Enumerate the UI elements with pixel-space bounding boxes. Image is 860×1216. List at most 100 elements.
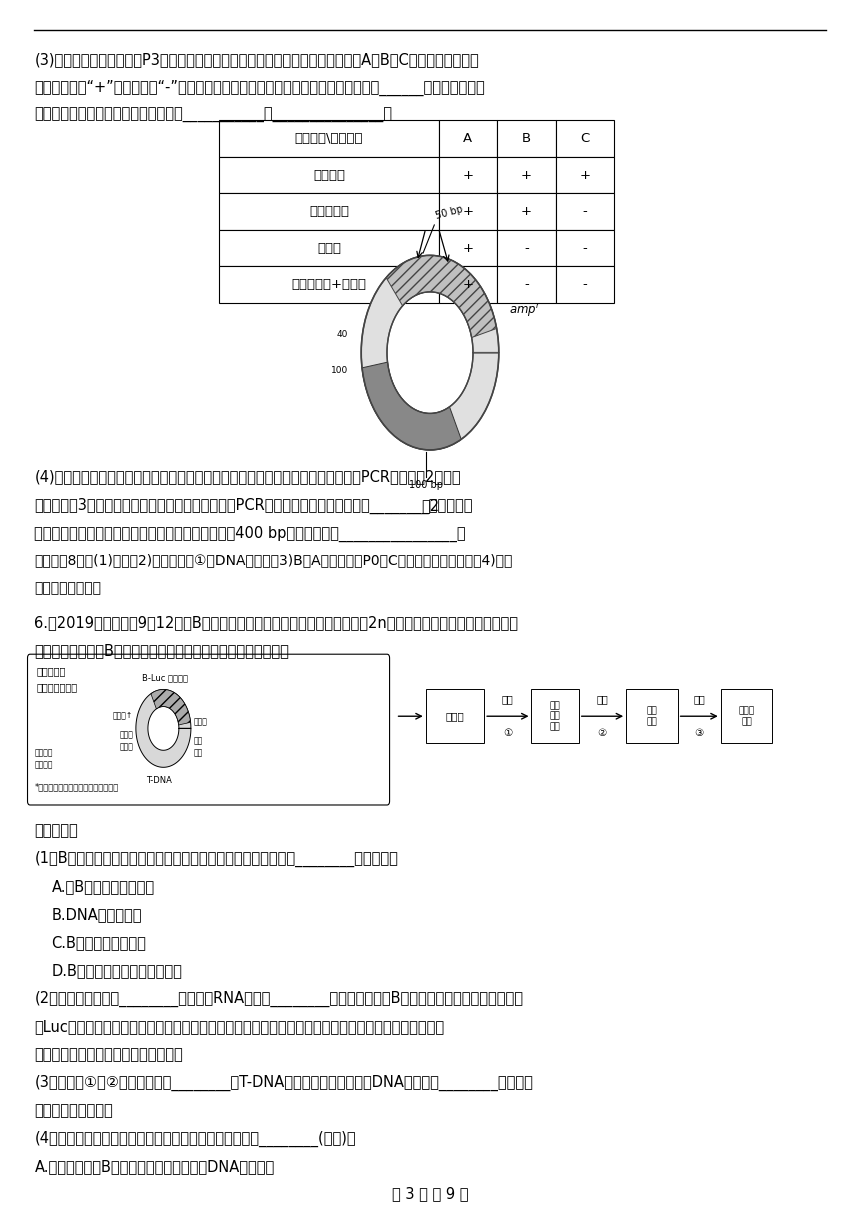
Bar [219, 157, 439, 193]
Text: +: + [521, 206, 531, 218]
Text: 100: 100 [331, 366, 348, 376]
Text: C.B基因发生基因突变: C.B基因发生基因突变 [52, 935, 146, 950]
Text: B.DNA聚合酶失活: B.DNA聚合酶失活 [52, 907, 142, 922]
Bar [439, 157, 497, 193]
Text: ②: ② [598, 728, 606, 738]
Bar [219, 120, 439, 157]
Bar [219, 266, 439, 303]
Text: (3)为筛选出含有重组质粒P3的菌落，采用含有不同抗生素的平板进行筛选，得到A、B、C三类菌落，其生长: (3)为筛选出含有重组质粒P3的菌落，采用含有不同抗生素的平板进行筛选，得到A、… [34, 52, 479, 67]
Text: 50 bp: 50 bp [434, 204, 464, 221]
Text: amp$^r$: amp$^r$ [509, 302, 541, 319]
Text: 据图回答：: 据图回答： [34, 823, 78, 838]
Bar [626, 689, 678, 743]
Text: A.含B基因的染色体缺失: A.含B基因的染色体缺失 [52, 879, 155, 894]
Text: *可在水稻卵细胞中启动转录的启动子: *可在水稻卵细胞中启动转录的启动子 [34, 783, 119, 792]
Bar [439, 120, 497, 157]
Text: D.B基因的启动子无法启动转录: D.B基因的启动子无法启动转录 [52, 963, 182, 978]
Text: 水稻基因组: 水稻基因组 [37, 666, 66, 676]
Text: +: + [463, 242, 473, 254]
Text: 农杆菌: 农杆菌 [445, 711, 464, 721]
Text: 终止子: 终止子 [194, 717, 207, 727]
Text: 第 3 页 共 9 页: 第 3 页 共 9 页 [392, 1187, 468, 1201]
Text: 无抗生素: 无抗生素 [313, 169, 345, 181]
Bar [556, 193, 614, 230]
Text: 鉴定: 鉴定 [693, 694, 705, 704]
Text: 四环素: 四环素 [317, 242, 341, 254]
Text: 筛选: 筛选 [596, 694, 608, 704]
Bar [497, 266, 556, 303]
Polygon shape [150, 689, 191, 725]
Bar [556, 230, 614, 266]
Bar [219, 230, 439, 266]
Text: +: + [463, 169, 473, 181]
Bar [531, 689, 579, 743]
Polygon shape [362, 362, 461, 450]
Bar [556, 266, 614, 303]
Bar [497, 230, 556, 266]
Text: 甲、乙、丙3条引物在正确重组质粒中的相应位置，PCR鉴定时应选择的一对引物是________。某学生尝: 甲、乙、丙3条引物在正确重组质粒中的相应位置，PCR鉴定时应选择的一对引物是__… [34, 497, 473, 513]
Text: (3）在过程①、②筛选时，过程________中T-DNA整合到受体细胞染色体DNA上，过程________在培养基: (3）在过程①、②筛选时，过程________中T-DNA整合到受体细胞染色体D… [34, 1075, 533, 1091]
Bar [426, 689, 484, 743]
Text: ①: ① [503, 728, 512, 738]
Text: 转基因
植株: 转基因 植株 [739, 706, 754, 726]
Text: -: - [582, 278, 587, 291]
Text: 水稻
幼苗: 水稻 幼苗 [647, 706, 657, 726]
Text: (4）获得转基因植株过程中，以下鉴定筛选方式正确的是________(多选)。: (4）获得转基因植株过程中，以下鉴定筛选方式正确的是________(多选)。 [34, 1131, 356, 1147]
Text: 情况如下表（“+”代表生长，“-”代表不生长），根据表中结果判断，应选择的菌落是______（填表中字母）: 情况如下表（“+”代表生长，“-”代表不生长），根据表中结果判断，应选择的菌落是… [34, 80, 485, 96]
Text: 载体: 载体 [194, 748, 203, 758]
Text: -: - [524, 242, 529, 254]
Polygon shape [361, 255, 499, 450]
Text: 自的功能），然后构建重组表达载体。: 自的功能），然后构建重组表达载体。 [34, 1047, 183, 1062]
Bar [219, 193, 439, 230]
Text: (4)为鉴定筛选出的菌落中是否含有正确插入目的基因的重组质粒，拟设计引物进行PCR鉴定。图2所示为: (4)为鉴定筛选出的菌落中是否含有正确插入目的基因的重组质粒，拟设计引物进行PC… [34, 469, 461, 484]
Bar [439, 230, 497, 266]
Text: 6.（2019天津理综，9，12分）B基因存在于水稻基因组中，其仅在体细胞（2n）和精子中正常表达，但在卵细胞: 6.（2019天津理综，9，12分）B基因存在于水稻基因组中，其仅在体细胞（2n… [34, 615, 519, 630]
Bar [497, 193, 556, 230]
Bar [556, 157, 614, 193]
Text: C: C [580, 133, 589, 145]
Text: 图2: 图2 [421, 499, 439, 513]
Text: 氨苄青霉素+四环素: 氨苄青霉素+四环素 [292, 278, 366, 291]
Text: 菌落类型\平板类型: 菌落类型\平板类型 [295, 133, 363, 145]
Text: 试用图中另外一对引物从某一菌落的质粒中扩增出了400 bp片段，原因是________________。: 试用图中另外一对引物从某一菌落的质粒中扩增出了400 bp片段，原因是_____… [34, 525, 466, 541]
Text: -: - [582, 206, 587, 218]
Polygon shape [386, 255, 496, 338]
Bar [556, 120, 614, 157]
Text: A.将随机断裂的B基因片段制备成探针进行DNA分子杂交: A.将随机断裂的B基因片段制备成探针进行DNA分子杂交 [34, 1159, 274, 1173]
Text: +: + [521, 169, 531, 181]
Text: (2）从水稻体细胞或________中提取总RNA，构建________文库，进而获得B基因编码蛋白的序列。将该序列: (2）从水稻体细胞或________中提取总RNA，构建________文库，进… [34, 991, 524, 1007]
Text: +: + [463, 278, 473, 291]
Text: 编码蛋白的序列: 编码蛋白的序列 [37, 682, 78, 692]
Text: -: - [524, 278, 529, 291]
Text: 100 bp: 100 bp [408, 480, 443, 490]
Text: 类，另外两类菌落质粒导入情况分别是___________、_______________。: 类，另外两类菌落质粒导入情况分别是___________、___________… [34, 108, 392, 123]
Text: T-DNA: T-DNA [146, 776, 172, 784]
Text: 40: 40 [337, 330, 348, 339]
Text: 卡那霉素: 卡那霉素 [34, 748, 53, 758]
FancyBboxPatch shape [28, 654, 390, 805]
Polygon shape [136, 689, 191, 767]
Bar [439, 193, 497, 230]
Text: 中不转录。为研究B基因表达对卵细胞的影响，设计了如下实验。: 中不转录。为研究B基因表达对卵细胞的影响，设计了如下实验。 [34, 643, 289, 658]
Text: 活性区: 活性区 [120, 742, 133, 751]
Text: 表达: 表达 [194, 736, 203, 745]
Text: 氨苄青霉素: 氨苄青霉素 [309, 206, 349, 218]
Text: A: A [464, 133, 472, 145]
Text: 目的基因反向连接: 目的基因反向连接 [34, 581, 101, 596]
Bar [497, 157, 556, 193]
Text: 答案　（8分）(1)平　（2)胸腺嘧啶脱①　DNA连接　（3)B　A类菌落含有P0　C类菌落未转入质粒　（4)乙丙: 答案 （8分）(1)平 （2)胸腺嘧啶脱① DNA连接 （3)B A类菌落含有P… [34, 553, 513, 568]
Text: -: - [582, 242, 587, 254]
Text: 侵染: 侵染 [501, 694, 513, 704]
Text: +: + [580, 169, 590, 181]
Bar [439, 266, 497, 303]
Text: ③: ③ [695, 728, 703, 738]
Text: B: B [522, 133, 531, 145]
Text: 与Luc基因（表达的荧光素酶能催化荧光素产生荧光）连接成融合基因（表达的蛋白质能保留两种蛋白各: 与Luc基因（表达的荧光素酶能催化荧光素产生荧光）连接成融合基因（表达的蛋白质能… [34, 1019, 445, 1034]
Text: 聚合酶: 聚合酶 [120, 730, 133, 739]
Text: 中应加入卡那霉素。: 中应加入卡那霉素。 [34, 1103, 114, 1118]
Text: 水稻
愈伤
组织: 水稻 愈伤 组织 [550, 702, 561, 731]
Text: 抗性基因: 抗性基因 [34, 760, 53, 770]
Bar [497, 120, 556, 157]
Text: B-Luc 融合基因: B-Luc 融合基因 [142, 674, 188, 682]
Bar [721, 689, 772, 743]
